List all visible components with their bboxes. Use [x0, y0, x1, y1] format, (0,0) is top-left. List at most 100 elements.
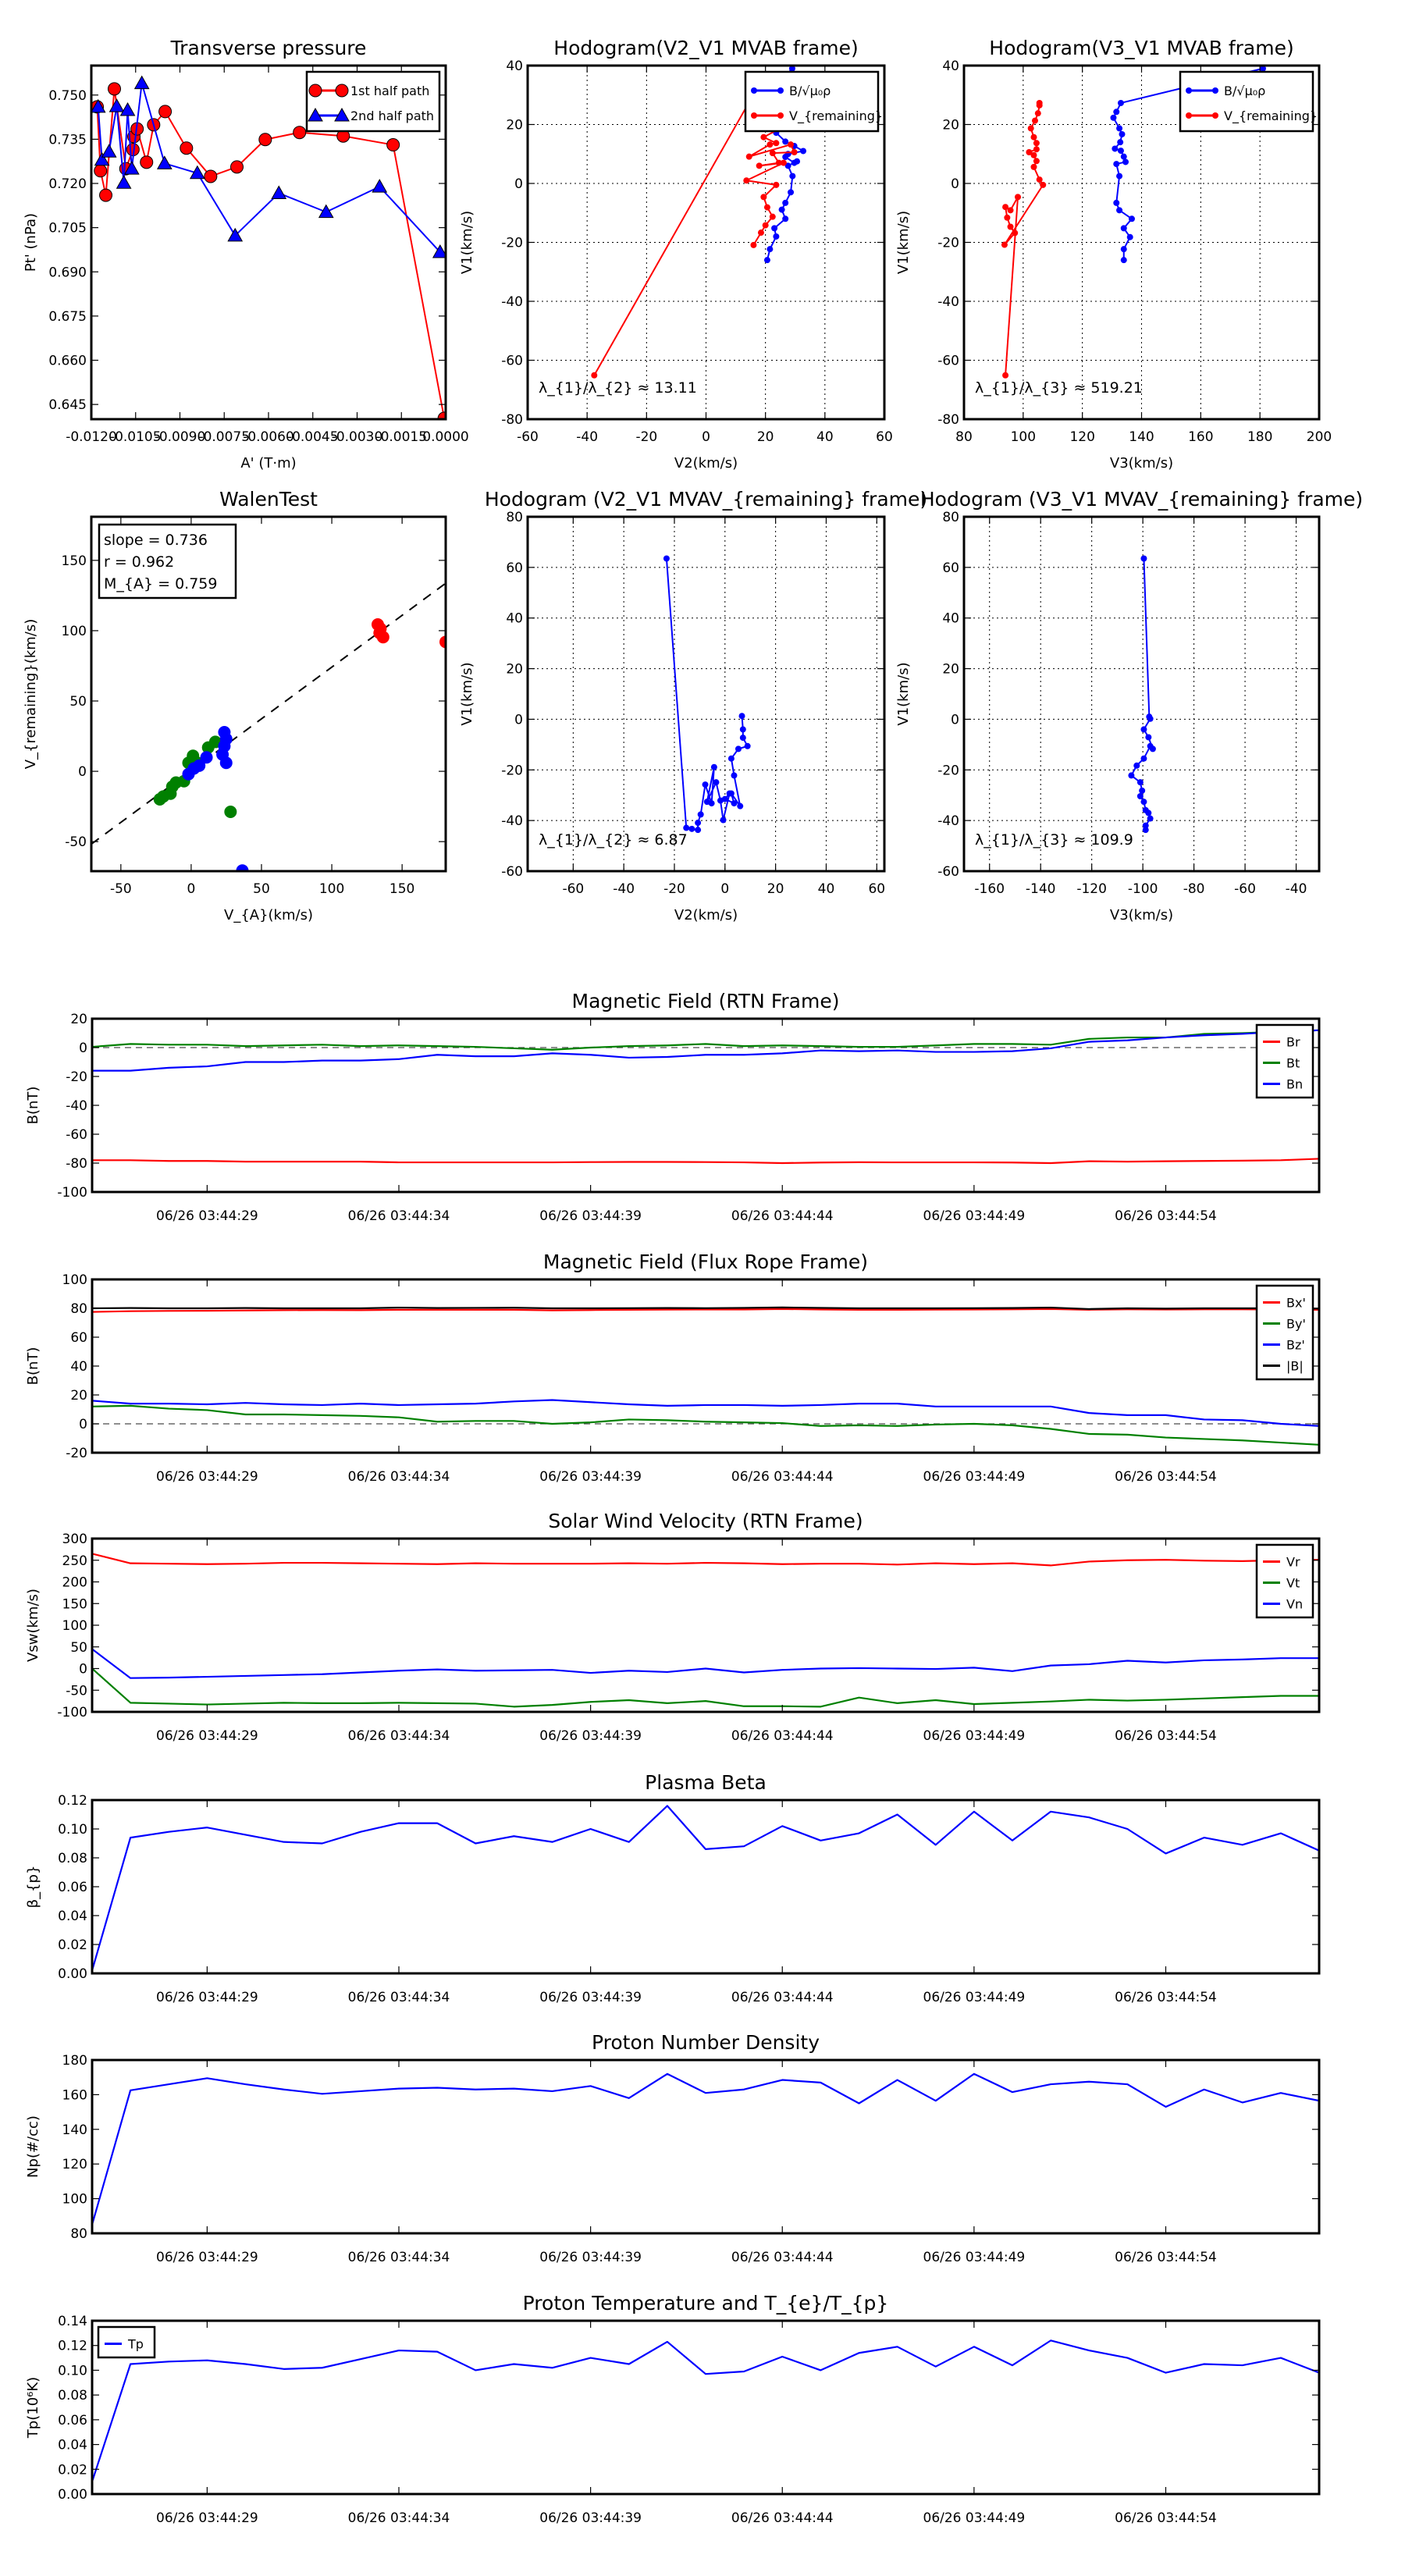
y-tick-label: 50: [70, 1640, 87, 1656]
y-tick-label: 0.04: [58, 1909, 87, 1924]
data-point: [760, 194, 767, 201]
series-v: [663, 555, 751, 834]
series-line: [92, 2339, 1319, 2482]
legend-box: [97, 2325, 156, 2359]
data-point: [204, 169, 218, 183]
axes-frame: [90, 515, 447, 873]
x-tick-label: 20: [767, 881, 784, 897]
data-point: [1145, 734, 1152, 741]
chart-hodogram-v2-v1-mvav: Hodogram (V2_V1 MVAV_{remaining} frame) -…: [459, 488, 927, 923]
chart-magnetic-field-rtn: Magnetic Field (RTN Frame) 06/26 03:44:29…: [25, 990, 1321, 1224]
x-tick-label: 0: [702, 429, 710, 445]
x-tick-label: 06/26 03:44:44: [731, 1990, 834, 2005]
data-point: [695, 820, 702, 827]
series-red: [371, 618, 446, 649]
data-point: [794, 158, 801, 165]
series-line: [92, 1029, 1319, 1072]
x-tick-label: 06/26 03:44:49: [923, 1469, 1026, 1485]
y-tick-label: 150: [62, 553, 87, 569]
data-point: [219, 756, 233, 770]
axes-frame: [91, 1537, 1321, 1713]
data-point: [1036, 176, 1043, 183]
y-tick-label: 80: [70, 1301, 87, 1317]
y-axis-label: V1(km/s): [895, 211, 912, 274]
y-tick-label: 200: [62, 1575, 87, 1591]
data-point: [731, 772, 738, 779]
y-axis-label: Pt' (nPa): [23, 213, 39, 272]
data-point: [123, 161, 140, 175]
data-point: [1122, 158, 1129, 165]
data-point: [1116, 207, 1123, 214]
legend-label: Vn: [1286, 1597, 1303, 1612]
data-point: [780, 159, 787, 166]
data-point: [1002, 204, 1009, 211]
y-axis-label: Np(#/cc): [25, 2115, 41, 2178]
x-axis-label: V_{A}(km/s): [224, 907, 313, 923]
x-tick-label: 06/26 03:44:34: [348, 1728, 450, 1744]
legend: 1st half path 2nd half path: [305, 70, 441, 133]
legend-box: [1255, 1543, 1314, 1619]
chart-title: Proton Number Density: [592, 2031, 820, 2054]
data-point: [94, 164, 108, 178]
data-point: [1120, 257, 1127, 264]
legend-marker: [335, 84, 349, 98]
data-point: [1128, 215, 1135, 222]
x-tick-label: -140: [1026, 881, 1056, 897]
x-tick-label: 06/26 03:44:49: [923, 1208, 1026, 1224]
y-tick-label: -60: [66, 1127, 87, 1143]
data-point: [180, 141, 194, 155]
data-point: [760, 133, 767, 141]
data-point: [91, 98, 106, 113]
axes-frame: [91, 1278, 1321, 1454]
y-axis-label: V1(km/s): [895, 662, 912, 725]
stats-text: r = 0.962: [104, 553, 174, 571]
series-blue: [182, 726, 249, 871]
data-point: [133, 75, 150, 90]
data-point: [1147, 715, 1154, 722]
x-tick-label: 06/26 03:44:44: [731, 1208, 834, 1224]
y-tick-label: 0.14: [58, 2314, 87, 2329]
x-tick-label: 0.0000: [422, 429, 468, 445]
data-point: [763, 257, 770, 264]
chart-title: Magnetic Field (RTN Frame): [572, 990, 840, 1012]
y-tick-label: -60: [501, 354, 523, 369]
x-tick-label: 200: [1307, 429, 1332, 445]
series-line: [92, 1399, 1319, 1427]
data-point: [1030, 133, 1037, 141]
chart-title: Hodogram (V3_V1 MVAV_{remaining} frame): [920, 488, 1363, 511]
x-tick-label: 0: [720, 881, 729, 897]
data-point: [782, 154, 789, 161]
y-tick-label: 20: [70, 1388, 87, 1404]
eigenvalue-ratio-annotation: λ_{1}/λ_{2} ≈ 13.11: [539, 379, 697, 397]
y-axis-label: Vsw(km/s): [25, 1589, 41, 1662]
series-beta: [92, 1805, 1319, 1971]
y-tick-label: 150: [62, 1596, 87, 1612]
y-tick-label: 100: [62, 624, 87, 639]
data-point: [1027, 125, 1034, 132]
x-tick-label: 100: [319, 881, 344, 897]
x-tick-label: 06/26 03:44:39: [539, 2510, 642, 2526]
y-tick-label: 80: [70, 2226, 87, 2242]
y-tick-label: 0: [79, 1662, 87, 1678]
series-line: [92, 1158, 1319, 1165]
x-tick-label: -120: [1076, 881, 1107, 897]
series--b-: [92, 1306, 1319, 1311]
y-axis-label: β_{p}: [25, 1866, 41, 1909]
data-point: [769, 213, 776, 220]
y-tick-label: 40: [942, 59, 959, 74]
data-point: [731, 800, 738, 807]
data-point: [739, 735, 746, 742]
chart-title: Proton Temperature and T_{e}/T_{p}: [523, 2292, 889, 2314]
x-tick-label: -0.0060: [243, 429, 294, 445]
x-tick-label: 60: [868, 881, 885, 897]
x-tick-label: 06/26 03:44:29: [156, 1469, 258, 1485]
chart-title: WalenTest: [219, 488, 318, 511]
legend: B/√μ₀ρ V_{remaining}: [1179, 70, 1318, 133]
x-tick-label: 50: [253, 881, 270, 897]
y-tick-label: 20: [70, 1012, 87, 1027]
data-point: [697, 811, 704, 818]
y-tick-label: 100: [62, 1272, 87, 1288]
x-tick-label: 06/26 03:44:29: [156, 1990, 258, 2005]
data-point: [756, 162, 763, 169]
y-tick-label: 0.02: [58, 2462, 87, 2478]
